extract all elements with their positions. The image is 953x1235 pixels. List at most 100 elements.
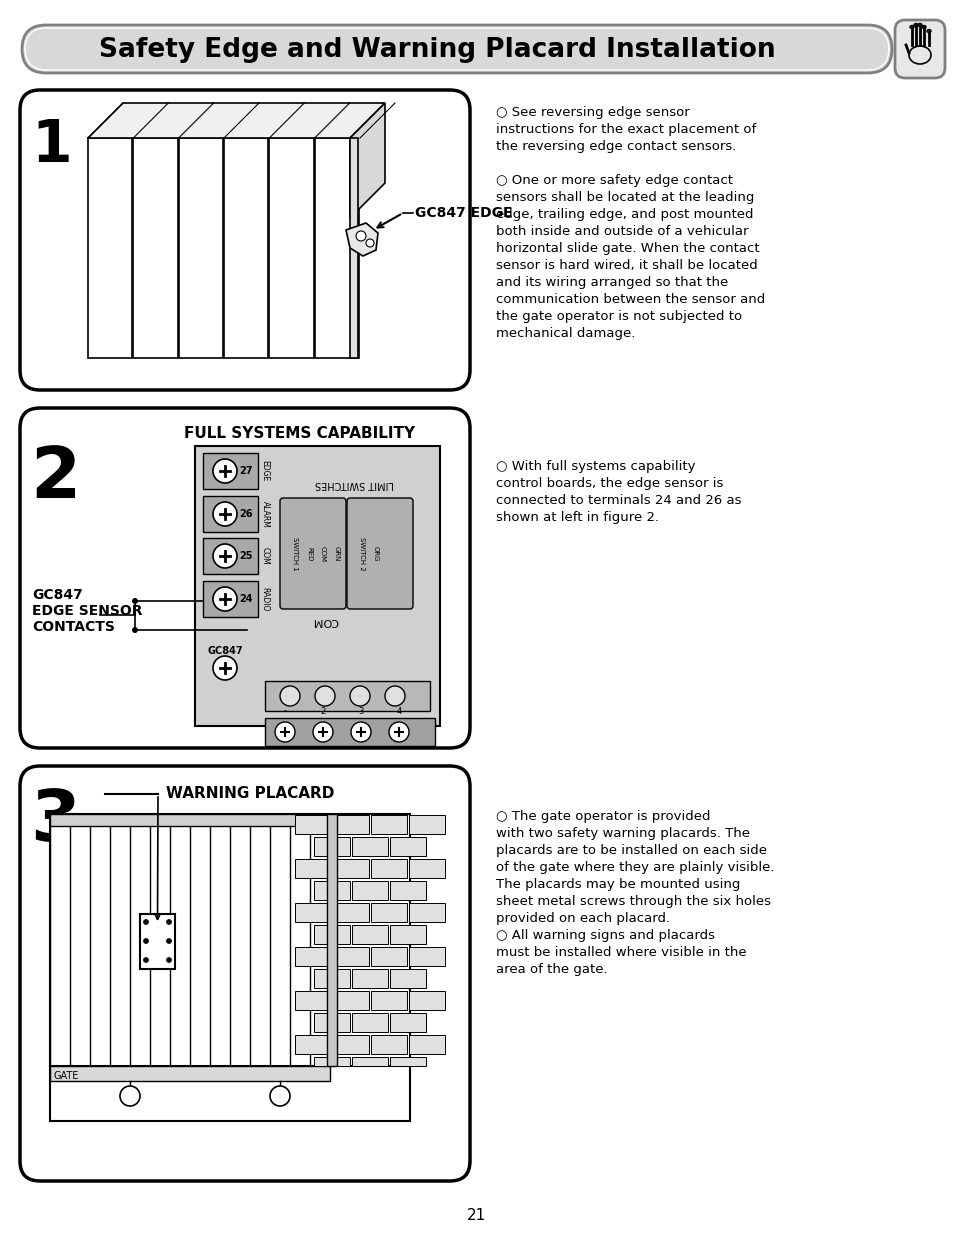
- Circle shape: [280, 685, 299, 706]
- Text: 27: 27: [239, 466, 253, 475]
- Bar: [409, 947, 444, 966]
- Bar: [133, 138, 177, 358]
- Text: edge, trailing edge, and post mounted: edge, trailing edge, and post mounted: [496, 207, 753, 221]
- Bar: [88, 138, 132, 358]
- Bar: [140, 914, 174, 969]
- Circle shape: [350, 685, 370, 706]
- Text: connected to terminals 24 and 26 as: connected to terminals 24 and 26 as: [496, 494, 740, 508]
- Bar: [390, 925, 426, 944]
- Text: ○ All warning signs and placards: ○ All warning signs and placards: [496, 929, 714, 942]
- Bar: [294, 947, 331, 966]
- Text: EDGE SENSOR: EDGE SENSOR: [32, 604, 142, 618]
- Circle shape: [213, 656, 236, 680]
- Polygon shape: [88, 103, 385, 138]
- Text: EDGE: EDGE: [260, 461, 269, 482]
- Bar: [390, 837, 426, 856]
- Text: sheet metal screws through the six holes: sheet metal screws through the six holes: [496, 895, 770, 908]
- Bar: [371, 860, 407, 878]
- Bar: [50, 814, 339, 826]
- Text: WARNING PLACARD: WARNING PLACARD: [166, 787, 334, 802]
- Circle shape: [167, 957, 172, 962]
- Text: 24: 24: [239, 594, 253, 604]
- Text: ○ The gate operator is provided: ○ The gate operator is provided: [496, 810, 710, 823]
- Text: 1: 1: [31, 116, 72, 173]
- Text: Safety Edge and Warning Placard Installation: Safety Edge and Warning Placard Installa…: [98, 37, 775, 63]
- Bar: [390, 969, 426, 988]
- Text: control boards, the edge sensor is: control boards, the edge sensor is: [496, 477, 722, 490]
- Bar: [203, 580, 257, 618]
- FancyBboxPatch shape: [280, 498, 346, 609]
- Bar: [294, 990, 331, 1010]
- Text: 26: 26: [239, 509, 253, 519]
- Text: ORG: ORG: [373, 546, 378, 562]
- Bar: [409, 860, 444, 878]
- Circle shape: [167, 920, 172, 925]
- Bar: [371, 947, 407, 966]
- Text: 4: 4: [395, 706, 401, 715]
- Text: The placards may be mounted using: The placards may be mounted using: [496, 878, 740, 890]
- Text: the reversing edge contact sensors.: the reversing edge contact sensors.: [496, 140, 736, 153]
- Circle shape: [213, 543, 236, 568]
- Bar: [352, 1013, 388, 1032]
- Text: COM: COM: [260, 547, 269, 564]
- Text: sensors shall be located at the leading: sensors shall be located at the leading: [496, 191, 754, 204]
- Bar: [371, 815, 407, 834]
- Circle shape: [355, 231, 366, 241]
- Text: GC847: GC847: [207, 646, 243, 656]
- Bar: [314, 881, 350, 900]
- Bar: [390, 881, 426, 900]
- Bar: [50, 1066, 330, 1081]
- Bar: [409, 815, 444, 834]
- Bar: [314, 138, 358, 358]
- Bar: [327, 814, 336, 1066]
- Text: 2: 2: [30, 443, 80, 513]
- Circle shape: [167, 939, 172, 944]
- Bar: [409, 1035, 444, 1053]
- Circle shape: [366, 240, 374, 247]
- Circle shape: [143, 957, 149, 962]
- Circle shape: [385, 685, 405, 706]
- Text: 3: 3: [30, 787, 80, 856]
- Text: 21: 21: [467, 1208, 486, 1223]
- Text: with two safety warning placards. The: with two safety warning placards. The: [496, 827, 749, 840]
- Circle shape: [143, 939, 149, 944]
- FancyBboxPatch shape: [20, 766, 470, 1181]
- Bar: [265, 718, 435, 746]
- Text: mechanical damage.: mechanical damage.: [496, 327, 635, 340]
- Polygon shape: [346, 224, 377, 256]
- Circle shape: [143, 920, 149, 925]
- Circle shape: [213, 501, 236, 526]
- Circle shape: [270, 1086, 290, 1107]
- Text: -: -: [283, 706, 286, 715]
- Circle shape: [351, 722, 371, 742]
- Bar: [350, 138, 357, 358]
- Circle shape: [213, 459, 236, 483]
- Text: instructions for the exact placement of: instructions for the exact placement of: [496, 124, 756, 136]
- Text: shown at left in figure 2.: shown at left in figure 2.: [496, 511, 659, 524]
- Text: ○ One or more safety edge contact: ○ One or more safety edge contact: [496, 174, 732, 186]
- Text: SWITCH 1: SWITCH 1: [292, 537, 297, 571]
- Bar: [352, 1057, 388, 1066]
- Bar: [203, 538, 257, 574]
- Text: area of the gate.: area of the gate.: [496, 963, 607, 976]
- FancyBboxPatch shape: [22, 25, 891, 73]
- Circle shape: [132, 627, 138, 634]
- Bar: [352, 881, 388, 900]
- Bar: [224, 138, 268, 358]
- Text: GATE: GATE: [54, 1071, 79, 1081]
- FancyBboxPatch shape: [894, 20, 944, 78]
- Bar: [352, 969, 388, 988]
- Bar: [314, 1013, 350, 1032]
- Text: ○ With full systems capability: ○ With full systems capability: [496, 459, 695, 473]
- Circle shape: [389, 722, 409, 742]
- Text: SWITCH 2: SWITCH 2: [358, 537, 365, 571]
- Bar: [333, 1035, 369, 1053]
- Bar: [314, 837, 350, 856]
- Text: GRN: GRN: [334, 546, 339, 562]
- Bar: [203, 496, 257, 532]
- Circle shape: [213, 587, 236, 611]
- Bar: [314, 969, 350, 988]
- Text: RED: RED: [306, 547, 312, 561]
- Circle shape: [313, 722, 333, 742]
- Text: COM: COM: [319, 546, 326, 562]
